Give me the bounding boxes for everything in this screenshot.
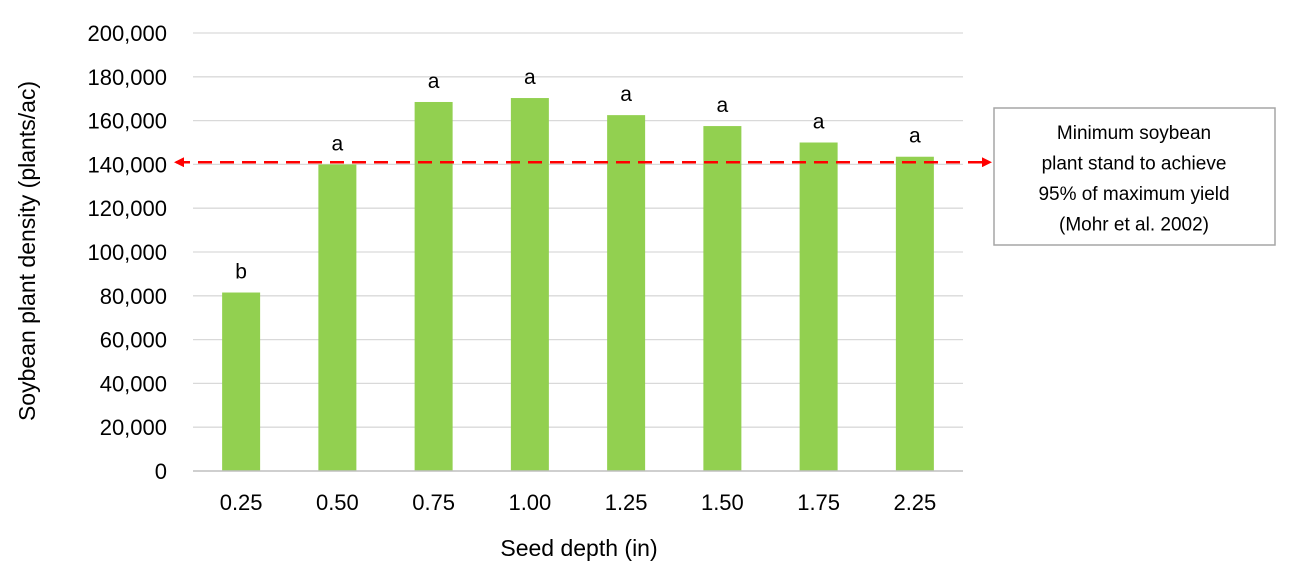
bars: [222, 98, 934, 472]
x-tick-label: 1.75: [797, 490, 840, 515]
annotation-line: 95% of maximum yield: [1038, 184, 1229, 205]
significance-letter: a: [524, 66, 536, 89]
significance-letter: a: [620, 83, 632, 106]
significance-letter: a: [909, 125, 921, 148]
bar: [318, 164, 357, 471]
x-tick-label: 2.25: [893, 490, 936, 515]
x-tick-label: 1.25: [605, 490, 648, 515]
axes: 0 20,000 40,000 60,000 80,000 100,000 120,000 1…: [87, 21, 963, 515]
bar: [510, 98, 549, 471]
x-axis-title: Seed depth (in): [500, 535, 657, 561]
significance-letter: a: [332, 132, 344, 155]
significance-letter: a: [428, 70, 440, 93]
significance-letter: b: [235, 261, 247, 284]
y-tick-label: 0: [155, 459, 167, 484]
y-tick-label: 60,000: [100, 328, 167, 353]
bar: [703, 126, 742, 471]
significance-letter: a: [813, 111, 825, 134]
y-tick-label: 140,000: [87, 152, 167, 177]
annotation-box-border: [993, 107, 1276, 246]
x-tick-label: 1.00: [508, 490, 551, 515]
y-tick-label: 180,000: [87, 65, 167, 90]
significance-letter: a: [717, 94, 729, 117]
bar: [607, 115, 646, 471]
y-tick-label: 160,000: [87, 109, 167, 134]
y-tick-label: 120,000: [87, 196, 167, 221]
annotation-line: (Mohr et al. 2002): [1059, 215, 1209, 236]
y-axis-title: Soybean plant density (plants/ac): [14, 81, 40, 421]
y-tick-label: 40,000: [100, 371, 167, 396]
x-tick-label: 0.50: [316, 490, 359, 515]
annotation-line: Minimum soybean: [1057, 123, 1211, 144]
x-tick-label: 0.75: [412, 490, 455, 515]
x-tick-label: 1.50: [701, 490, 744, 515]
bar: [895, 156, 934, 472]
gridlines: [193, 32, 963, 428]
reference-annotation: Minimum soybean plant stand to achieve 95%…: [993, 107, 1276, 246]
y-tick-label: 80,000: [100, 284, 167, 309]
y-tick-label: 200,000: [87, 21, 167, 46]
annotation-text: Minimum soybean plant stand to achieve 95%…: [1038, 123, 1229, 236]
bar: [414, 101, 453, 472]
bar: [222, 292, 261, 471]
y-tick-label: 20,000: [100, 415, 167, 440]
x-tick-label: 0.25: [220, 490, 263, 515]
y-tick-label: 100,000: [87, 240, 167, 265]
bar: [799, 142, 838, 471]
annotation-line: plant stand to achieve: [1042, 154, 1227, 175]
